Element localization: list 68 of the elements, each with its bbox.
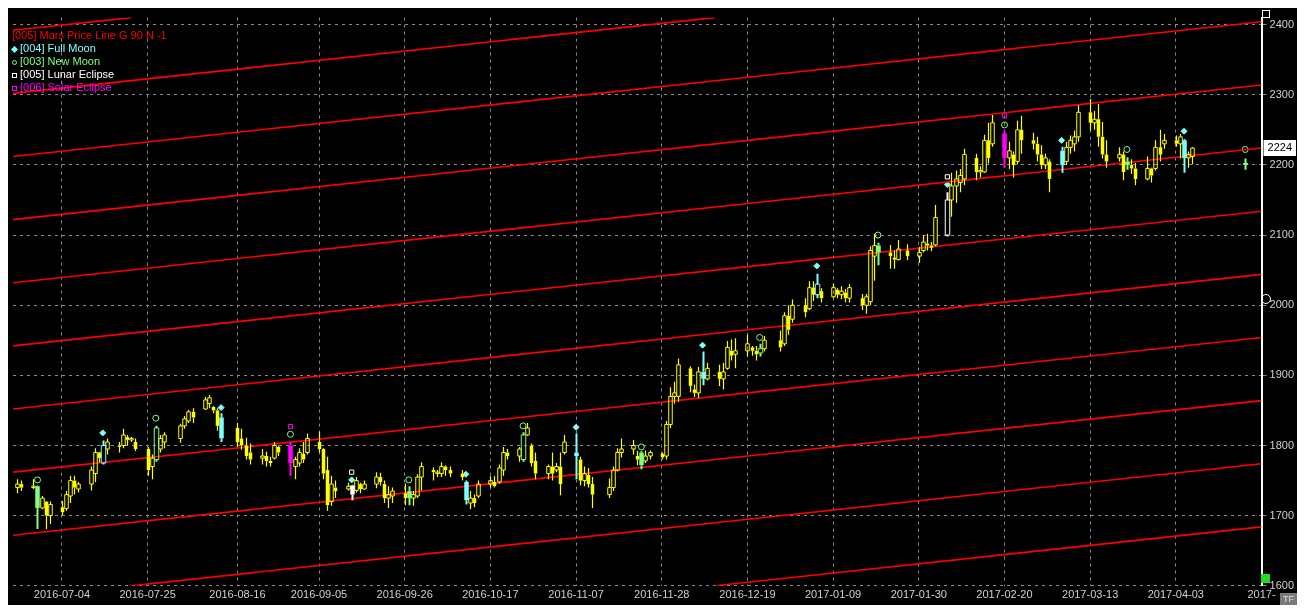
point	[1241, 145, 1249, 153]
x-tick-label: 2017-01-09	[804, 588, 862, 601]
legend-label: [004] Full Moon	[20, 42, 96, 54]
text: TF	[1280, 593, 1297, 605]
point	[462, 470, 470, 478]
annotation: 2224	[1267, 141, 1293, 154]
x-tick-label: 2016-07-25	[119, 588, 176, 601]
point	[572, 423, 580, 431]
candlestick	[35, 486, 40, 530]
point	[1001, 113, 1008, 119]
candlestick	[288, 441, 293, 477]
candlestick	[733, 337, 738, 369]
candlestick	[876, 241, 881, 267]
x-tick-label: 2017-02-20	[976, 588, 1033, 601]
x-tick-label: 2016-11-07	[548, 588, 604, 601]
candlestick	[701, 350, 706, 387]
y-tick-label: 1600	[1269, 578, 1295, 591]
x-tick-label: 2016-11-28	[634, 588, 690, 601]
point	[637, 443, 645, 451]
legend-label: [003] New Moon	[20, 55, 101, 67]
y-tick-label: 2000	[1269, 298, 1295, 311]
point	[756, 333, 764, 341]
point	[348, 476, 356, 484]
x-tick-label: 2016-12-19	[719, 588, 776, 601]
point	[286, 430, 294, 438]
x-tick-label: 2017-01-30	[890, 588, 947, 601]
point	[405, 476, 413, 484]
point	[943, 181, 951, 189]
legend-label: [005] Lunar Eclipse	[20, 68, 115, 80]
point	[1180, 127, 1188, 135]
point	[349, 469, 355, 475]
x-tick-label: 2016-07-04	[33, 588, 91, 601]
point	[944, 174, 950, 180]
candlestick	[407, 485, 412, 507]
candlestick	[464, 481, 469, 506]
point	[33, 476, 41, 484]
point	[1123, 145, 1131, 153]
point	[152, 414, 160, 422]
x-tick-label: 2017-	[1247, 588, 1276, 601]
y-tick-label: 2400	[1269, 17, 1295, 30]
point	[1000, 121, 1008, 129]
y-tick-label: 2200	[1269, 157, 1295, 170]
x-tick-label: 2016-09-26	[376, 588, 433, 601]
y-tick-label: 1900	[1269, 368, 1295, 381]
x-tick-label: 2016-09-05	[290, 588, 348, 601]
point	[287, 423, 294, 430]
point	[217, 404, 225, 412]
point	[519, 422, 527, 430]
candlestick	[1125, 156, 1130, 171]
y-tick-label: 2100	[1269, 228, 1295, 241]
candlestick	[574, 432, 579, 481]
candlestick	[386, 485, 391, 509]
x-tick-label: 2017-04-03	[1147, 588, 1204, 601]
y-tick-label: 2300	[1269, 87, 1295, 100]
point	[699, 341, 707, 349]
x-tick-label: 2017-03-13	[1062, 588, 1119, 601]
point	[813, 262, 821, 270]
x-tick-label: 2016-08-16	[209, 588, 266, 601]
point	[1058, 136, 1066, 144]
candlestick	[1060, 145, 1065, 174]
x-tick-label: 2016-10-17	[462, 588, 519, 601]
candlestick	[219, 412, 224, 443]
candlestick	[1002, 129, 1007, 169]
text: [005] Mars Price Line G 90 N -1	[12, 29, 167, 41]
point	[874, 231, 882, 239]
y-tick-label: 1700	[1269, 508, 1295, 521]
point	[99, 429, 107, 437]
y-tick-label: 1800	[1269, 438, 1295, 451]
